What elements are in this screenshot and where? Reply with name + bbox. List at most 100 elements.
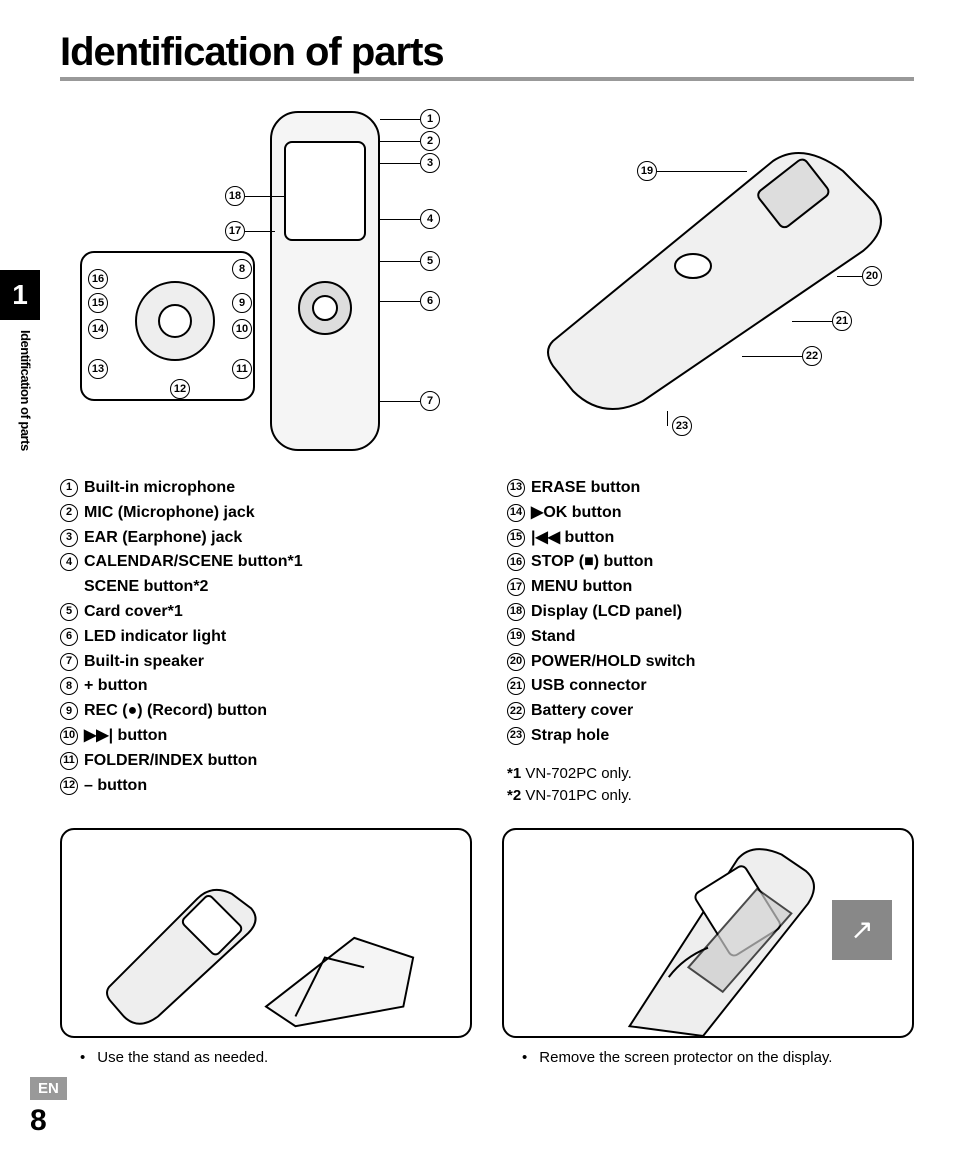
- part-label: ERASE button: [531, 476, 640, 501]
- figure-stand: Use the stand as needed.: [60, 828, 472, 1068]
- callout: 3: [420, 153, 440, 173]
- callout: 23: [672, 416, 692, 436]
- callout: 10: [232, 319, 252, 339]
- part-item: 5 Card cover*1: [60, 600, 467, 625]
- part-item: 4 CALENDAR/SCENE button*1: [60, 550, 467, 575]
- part-label: Display (LCD panel): [531, 600, 682, 625]
- page-number: 8: [30, 1104, 67, 1138]
- part-number-circle: 21: [507, 677, 525, 695]
- part-item: 19 Stand: [507, 625, 914, 650]
- callout: 21: [832, 311, 852, 331]
- part-label: POWER/HOLD switch: [531, 650, 695, 675]
- part-number-circle: 7: [60, 653, 78, 671]
- callout: 7: [420, 391, 440, 411]
- part-number-circle: 17: [507, 578, 525, 596]
- chapter-tab: 1: [0, 270, 40, 320]
- part-number-circle: 22: [507, 702, 525, 720]
- callout: 19: [637, 161, 657, 181]
- diagram-row: 1 2 3 4 5 6 7 18 17 8 9 10 11 12 13 14 1…: [60, 101, 914, 461]
- part-number-circle: 8: [60, 677, 78, 695]
- part-item: 13 ERASE button: [507, 476, 914, 501]
- part-number-circle: 4: [60, 553, 78, 571]
- part-number-circle: 1: [60, 479, 78, 497]
- callout: 11: [232, 359, 252, 379]
- bottom-figures: Use the stand as needed. ↗ Remove the sc…: [60, 828, 914, 1068]
- language-tag: EN: [30, 1077, 67, 1100]
- part-item: 1 Built-in microphone: [60, 476, 467, 501]
- footnote: *1 VN-702PC only.: [507, 763, 914, 786]
- part-number-circle: 5: [60, 603, 78, 621]
- part-item: 9 REC (●) (Record) button: [60, 699, 467, 724]
- part-item: 8 + button: [60, 674, 467, 699]
- part-label: STOP (■) button: [531, 550, 653, 575]
- part-label: FOLDER/INDEX button: [84, 749, 257, 774]
- part-label: Battery cover: [531, 699, 633, 724]
- part-number-circle: 9: [60, 702, 78, 720]
- part-number-circle: 13: [507, 479, 525, 497]
- part-label: CALENDAR/SCENE button*1: [84, 550, 303, 575]
- part-number-circle: 20: [507, 653, 525, 671]
- part-label: USB connector: [531, 674, 647, 699]
- side-running-head: Identification of parts: [18, 330, 33, 451]
- part-label: – button: [84, 774, 147, 799]
- part-label: |◀◀ button: [531, 526, 614, 551]
- part-number-circle: 2: [60, 504, 78, 522]
- callout: 8: [232, 259, 252, 279]
- callout: 15: [88, 293, 108, 313]
- part-number-circle: 3: [60, 529, 78, 547]
- callout: 18: [225, 186, 245, 206]
- part-item-indent: SCENE button*2: [60, 575, 467, 600]
- figure-screen-protector: ↗ Remove the screen protector on the dis…: [502, 828, 914, 1068]
- callout: 13: [88, 359, 108, 379]
- part-label: MIC (Microphone) jack: [84, 501, 255, 526]
- part-label: REC (●) (Record) button: [84, 699, 267, 724]
- part-label: + button: [84, 674, 148, 699]
- part-number-circle: 15: [507, 529, 525, 547]
- part-item: 2 MIC (Microphone) jack: [60, 501, 467, 526]
- part-item: 3 EAR (Earphone) jack: [60, 526, 467, 551]
- parts-column-left: 1 Built-in microphone 2 MIC (Microphone) ja…: [60, 476, 467, 808]
- part-number-circle: 12: [60, 777, 78, 795]
- parts-column-right: 13ERASE button14▶OK button15|◀◀ button16…: [507, 476, 914, 808]
- part-label: EAR (Earphone) jack: [84, 526, 242, 551]
- caption-stand: Use the stand as needed.: [60, 1048, 472, 1068]
- part-label: Card cover*1: [84, 600, 183, 625]
- part-label: Stand: [531, 625, 575, 650]
- part-number-circle: 23: [507, 727, 525, 745]
- part-label: Built-in speaker: [84, 650, 204, 675]
- part-number-circle: 11: [60, 752, 78, 770]
- part-item: 15 |◀◀ button: [507, 526, 914, 551]
- callout: 22: [802, 346, 822, 366]
- part-label: ▶▶| button: [84, 724, 167, 749]
- part-label: Strap hole: [531, 724, 609, 749]
- callout: 16: [88, 269, 108, 289]
- parts-legend: 1 Built-in microphone 2 MIC (Microphone) ja…: [60, 476, 914, 808]
- footnote: *2 VN-701PC only.: [507, 785, 914, 808]
- part-label: Built-in microphone: [84, 476, 235, 501]
- peel-arrow-icon: ↗: [832, 900, 892, 960]
- part-item: 23 Strap hole: [507, 724, 914, 749]
- diagram-back: 19 20 21 22 23: [492, 101, 914, 461]
- part-label: LED indicator light: [84, 625, 226, 650]
- part-number-circle: 16: [507, 553, 525, 571]
- callout: 1: [420, 109, 440, 129]
- part-item: 16 STOP (■) button: [507, 550, 914, 575]
- callout: 2: [420, 131, 440, 151]
- callout: 6: [420, 291, 440, 311]
- part-number-circle: 6: [60, 628, 78, 646]
- part-number-circle: 18: [507, 603, 525, 621]
- part-item: 12 – button: [60, 774, 467, 799]
- caption-protector: Remove the screen protector on the displ…: [502, 1048, 914, 1068]
- part-item: 6 LED indicator light: [60, 625, 467, 650]
- callout: 9: [232, 293, 252, 313]
- callout: 20: [862, 266, 882, 286]
- part-item: 11 FOLDER/INDEX button: [60, 749, 467, 774]
- part-number-circle: 19: [507, 628, 525, 646]
- callout: 4: [420, 209, 440, 229]
- part-number-circle: 10: [60, 727, 78, 745]
- page-title: Identification of parts: [60, 30, 914, 81]
- diagram-front: 1 2 3 4 5 6 7 18 17 8 9 10 11 12 13 14 1…: [60, 101, 482, 461]
- page-footer: EN 8: [30, 1077, 67, 1138]
- part-label: ▶OK button: [531, 501, 622, 526]
- part-item: 17MENU button: [507, 575, 914, 600]
